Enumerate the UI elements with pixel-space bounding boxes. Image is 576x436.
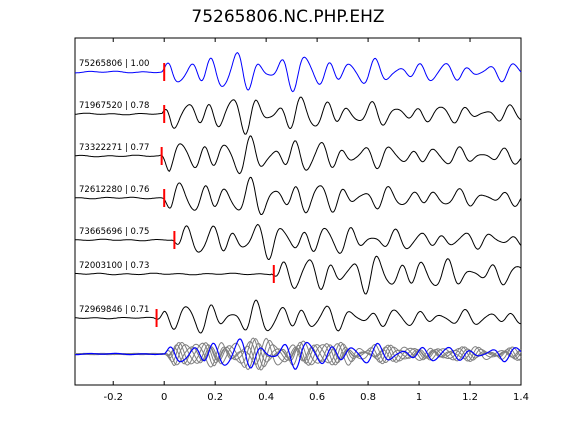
x-tick-label: 1.2 [462,392,478,403]
trace-line [75,223,522,261]
x-tick-label: 1.4 [513,392,529,403]
x-tick-label: 0.6 [309,392,325,403]
trace-label: 72969846 | 0.71 [79,305,149,315]
x-tick-label: -0.2 [103,392,123,403]
trace-line [74,135,522,175]
trace-label: 72612280 | 0.76 [79,185,149,195]
trace-line [75,51,522,93]
axes-frame [74,37,522,386]
trace-line [74,176,522,215]
trace-line [74,96,522,135]
trace-label: 72003100 | 0.73 [79,261,149,271]
trace-label: 75265806 | 1.00 [79,59,149,69]
trace-label: 73322271 | 0.77 [79,143,149,153]
trace-line [74,299,521,334]
trace-line [74,255,522,295]
x-tick-label: 0.4 [258,392,274,403]
trace-label: 73665696 | 0.75 [79,227,149,237]
x-tick-label: 0.2 [207,392,223,403]
overlay-trace [74,337,522,368]
trace-label: 71967520 | 0.78 [79,101,149,111]
x-tick-label: 0 [161,392,167,403]
chart-title: 75265806.NC.PHP.EHZ [191,7,385,27]
overlay-reference-trace [75,338,522,370]
x-tick-label: 1 [416,392,422,403]
x-tick-label: 0.8 [360,392,376,403]
